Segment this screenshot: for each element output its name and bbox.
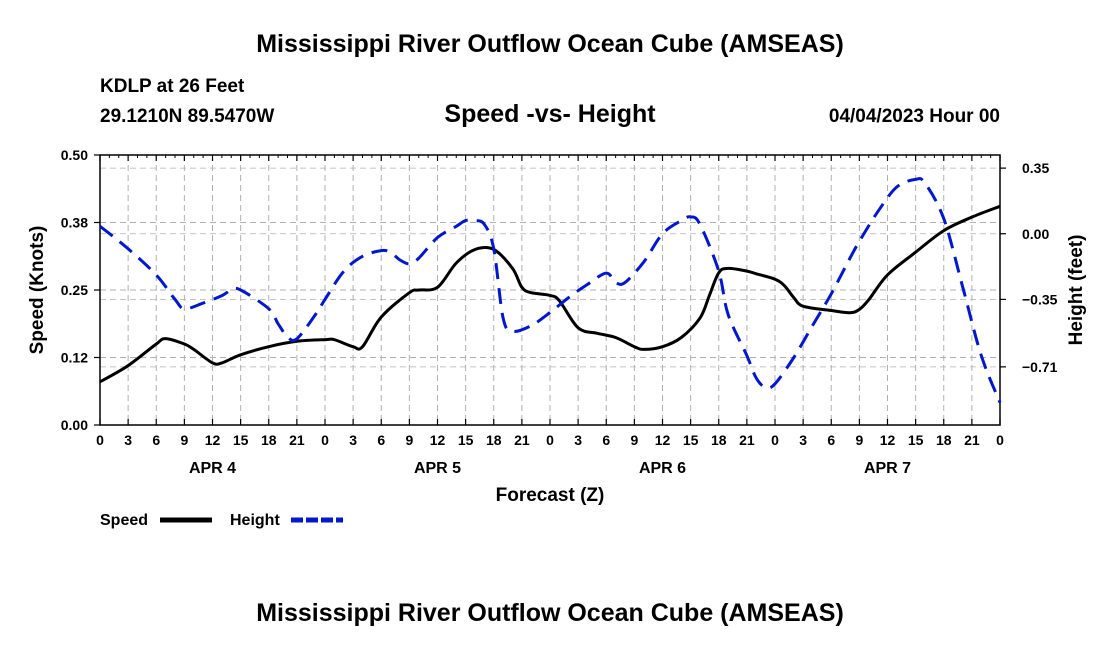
x-tick-label: 3 xyxy=(799,432,807,448)
x-tick-label: 0 xyxy=(96,432,104,448)
x-tick-label: 6 xyxy=(827,432,835,448)
x-tick-label: 21 xyxy=(739,432,755,448)
x-tick-label: 9 xyxy=(855,432,863,448)
grid-layer xyxy=(100,155,1000,425)
y-right-tick-label: 0.00 xyxy=(1022,226,1049,242)
station-coordinates: 29.1210N 89.5470W xyxy=(100,106,275,127)
day-label: APR 6 xyxy=(639,460,686,477)
day-label: APR 7 xyxy=(864,460,911,477)
y-right-tick-label: −0.71 xyxy=(1022,359,1058,375)
y-left-tick-label: 0.38 xyxy=(61,215,88,231)
x-tick-label: 18 xyxy=(261,432,277,448)
x-tick-label: 15 xyxy=(908,432,924,448)
series-line-height xyxy=(99,177,1002,404)
forecast-date-hour: 04/04/2023 Hour 00 xyxy=(828,106,1000,127)
day-label: APR 5 xyxy=(414,460,461,477)
x-tick-label: 0 xyxy=(771,432,779,448)
x-tick-label: 12 xyxy=(430,432,446,448)
label-layer: 0 3 6 9 12 15 18 21 0 3 6 9 12 15 18 21 0 3 6 9 12 15 18 21 0 3 6 9… xyxy=(27,147,1087,506)
station-label: KDLP at 26 Feet xyxy=(100,76,245,97)
y-left-tick-label: 0.50 xyxy=(61,147,88,163)
x-tick-label: 18 xyxy=(711,432,727,448)
x-tick-label: 3 xyxy=(124,432,132,448)
x-tick-label: 18 xyxy=(486,432,502,448)
x-tick-label: 6 xyxy=(602,432,610,448)
x-tick-label: 21 xyxy=(964,432,980,448)
x-tick-label: 9 xyxy=(405,432,413,448)
y-left-axis-label: Speed (Knots) xyxy=(27,226,48,355)
legend-label-speed: Speed xyxy=(100,512,148,529)
x-tick-label: 21 xyxy=(514,432,530,448)
x-tick-label: 9 xyxy=(180,432,188,448)
x-tick-label: 3 xyxy=(574,432,582,448)
y-left-tick-label: 0.12 xyxy=(61,350,88,366)
x-tick-label: 21 xyxy=(289,432,305,448)
x-tick-label: 15 xyxy=(683,432,699,448)
x-tick-label: 6 xyxy=(152,432,160,448)
x-axis-label: Forecast (Z) xyxy=(496,485,605,506)
x-tick-label: 12 xyxy=(880,432,896,448)
x-tick-label: 12 xyxy=(205,432,221,448)
y-left-tick-label: 0.25 xyxy=(61,282,88,298)
y-right-tick-label: −0.35 xyxy=(1022,291,1058,307)
bottom-title: Mississippi River Outflow Ocean Cube (AM… xyxy=(256,599,844,627)
x-tick-label: 6 xyxy=(377,432,385,448)
x-tick-label: 18 xyxy=(936,432,952,448)
series-layer xyxy=(99,177,1002,404)
x-tick-label: 0 xyxy=(546,432,554,448)
legend-label-height: Height xyxy=(230,512,280,529)
y-right-tick-label: 0.35 xyxy=(1022,160,1049,176)
series-line-speed xyxy=(99,204,1001,384)
day-label: APR 4 xyxy=(189,460,236,477)
x-tick-label: 15 xyxy=(233,432,249,448)
x-tick-label: 0 xyxy=(321,432,329,448)
x-tick-label: 9 xyxy=(630,432,638,448)
y-left-tick-label: 0.00 xyxy=(61,417,88,433)
main-title: Mississippi River Outflow Ocean Cube (AM… xyxy=(256,30,844,58)
chart-title: Speed -vs- Height xyxy=(444,100,656,128)
x-tick-label: 0 xyxy=(996,432,1004,448)
x-tick-label: 12 xyxy=(655,432,671,448)
x-tick-label: 3 xyxy=(349,432,357,448)
legend: Speed Height xyxy=(100,512,343,529)
y-right-axis-label: Height (feet) xyxy=(1066,235,1087,346)
tick-layer xyxy=(94,154,1006,426)
x-tick-label: 15 xyxy=(458,432,474,448)
